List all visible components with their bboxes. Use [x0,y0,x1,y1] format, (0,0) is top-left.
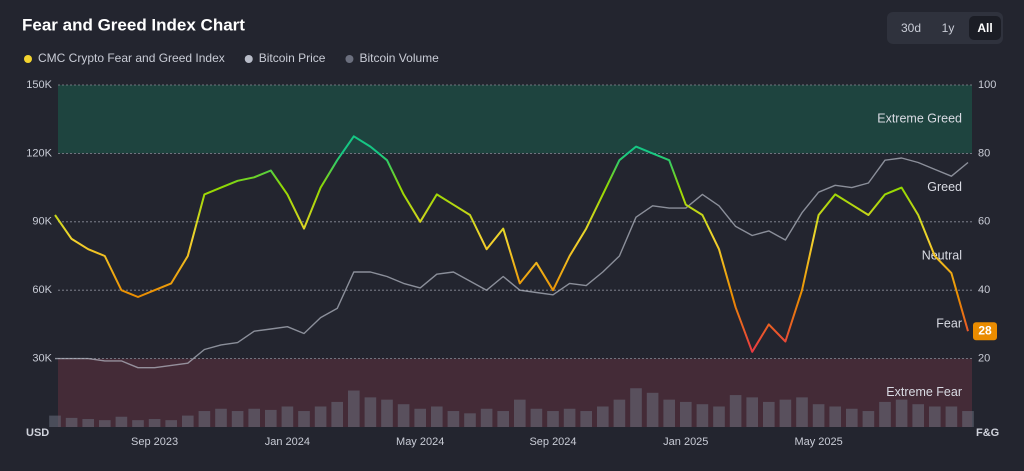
volume-bar [729,395,742,427]
y-axis-title: USD [26,427,49,439]
x-tick-label: Sep 2024 [529,436,576,448]
volume-bar [796,397,808,427]
volume-bar [215,408,227,427]
volume-bar [829,406,842,427]
y-tick-label: 30K [32,353,52,365]
volume-bar [82,419,95,427]
volume-bar [381,399,393,427]
volume-bar [713,406,725,427]
volume-bar [132,420,144,427]
volume-bar [679,401,692,427]
volume-bar [613,399,626,427]
volume-bar [281,406,294,427]
legend-dot [345,55,354,63]
range-button[interactable]: 1y [942,21,955,35]
y-tick-label: 90K [32,216,52,228]
volume-bar [314,406,327,427]
volume-bar [65,417,78,427]
volume-bar [447,411,460,427]
x-tick-label: Jan 2024 [265,436,310,448]
legend-label: Bitcoin Volume [359,51,439,65]
y2-tick-label: 60 [978,216,990,228]
volume-bar [895,399,908,427]
range-button-bg [969,16,1001,40]
volume-bar [746,397,759,427]
volume-bar [812,404,825,427]
fear-greed-line [54,135,969,353]
zone-band [58,85,972,154]
range-button[interactable]: 30d [901,21,921,35]
volume-bar [397,404,410,427]
legend-label: Bitcoin Price [259,51,326,65]
volume-bar [580,411,593,427]
volume-bar [264,409,277,427]
volume-bar [646,392,659,427]
volume-bar [630,388,642,427]
volume-bar [148,419,161,427]
volume-bar [845,408,858,427]
zone-label: Neutral [922,248,962,262]
volume-bar [912,404,925,427]
range-button[interactable]: All [977,21,992,35]
volume-bar [547,411,559,427]
latest-badge [973,322,997,341]
y-tick-label: 120K [26,147,52,159]
volume-bar [530,408,543,427]
x-tick-label: Sep 2023 [131,436,178,448]
y2-tick-label: 20 [978,353,990,365]
x-tick-label: May 2025 [794,436,842,448]
volume-bar [879,401,891,427]
volume-bar [779,399,792,427]
y-tick-label: 150K [26,79,52,91]
volume-bar [480,408,493,427]
volume-bar [862,411,875,427]
volume-bar [430,406,443,427]
volume-bar [962,411,974,427]
volume-bar [464,413,476,427]
y2-tick-label: 40 [978,284,990,296]
volume-bar [762,401,775,427]
volume-bar [563,408,576,427]
legend-dot [24,55,32,63]
volume-bar [364,397,377,427]
zone-label: Greed [927,180,962,194]
volume-bar [663,399,676,427]
latest-value: 28 [978,323,992,337]
volume-bar [298,411,310,427]
volume-bar [198,411,211,427]
volume-bar [231,411,244,427]
legend-label: CMC Crypto Fear and Greed Index [38,51,225,65]
chart-title: Fear and Greed Index Chart [22,15,245,34]
zone-label: Extreme Greed [877,111,962,125]
volume-bar [248,408,261,427]
volume-bar [98,420,111,427]
volume-bar [331,401,344,427]
volume-bar [347,390,360,427]
volume-bar [596,406,609,427]
legend-dot [244,55,253,63]
volume-bar [181,415,194,427]
volume-bar [928,406,941,427]
y2-tick-label: 100 [978,79,996,91]
x-tick-label: May 2024 [396,436,444,448]
volume-bar [513,399,526,427]
volume-bar [696,404,709,427]
y2-tick-label: 80 [978,147,990,159]
volume-bar [414,408,427,427]
volume-bar [165,420,178,427]
y2-axis-title: F&G [976,427,999,439]
price-line [55,157,969,369]
y-tick-label: 60K [32,284,52,296]
volume-bar [497,411,510,427]
volume-bar [945,406,958,427]
x-tick-label: Jan 2025 [663,436,708,448]
zone-label: Fear [936,317,962,331]
zone-label: Extreme Fear [886,385,962,399]
volume-bar [49,415,61,427]
volume-bar [115,416,128,427]
